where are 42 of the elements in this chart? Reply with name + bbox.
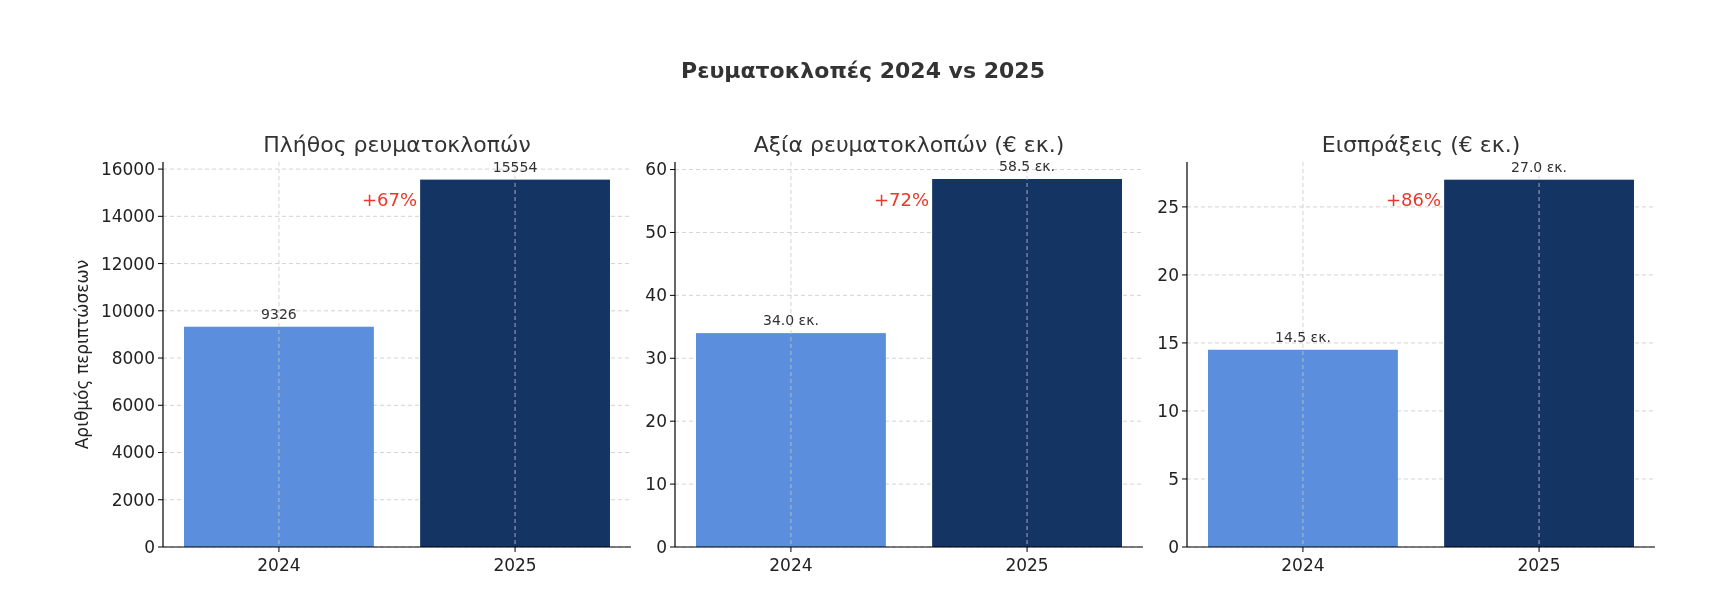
chart-title: Πλήθος ρευματοκλοπών xyxy=(263,132,531,157)
y-tick-label: 50 xyxy=(645,222,667,243)
data-label: 58.5 εκ. xyxy=(999,157,1056,174)
x-tick-label: 2025 xyxy=(1517,555,1561,575)
y-tick-label: 15 xyxy=(1157,332,1179,353)
y-tick-label: 0 xyxy=(1168,536,1179,557)
x-tick-label: 2025 xyxy=(493,555,537,575)
annotation: +86% xyxy=(1386,189,1442,211)
y-tick-label: 10 xyxy=(1157,400,1179,421)
data-label: 9326 xyxy=(261,305,297,322)
y-tick-label: 20 xyxy=(645,411,667,432)
x-tick-label: 2025 xyxy=(1005,555,1049,575)
y-tick-label: 0 xyxy=(656,536,667,557)
y-tick-label: 5 xyxy=(1168,468,1179,489)
y-tick-label: 60 xyxy=(645,159,667,180)
y-tick-label: 4000 xyxy=(111,442,155,463)
chart-title: Εισπράξεις (€ εκ.) xyxy=(1321,132,1521,157)
text: Ρευματοκλοπές 2024 vs 2025 xyxy=(681,58,1045,83)
annotation: +72% xyxy=(874,189,930,211)
y-tick-label: 30 xyxy=(645,348,667,369)
y-tick-label: 6000 xyxy=(111,395,155,416)
x-tick-label: 2024 xyxy=(257,555,301,575)
y-tick-label: 12000 xyxy=(100,253,155,274)
data-label: 15554 xyxy=(492,158,538,175)
y-tick-label: 0 xyxy=(144,536,155,557)
data-label: 14.5 εκ. xyxy=(1274,328,1331,345)
x-tick-label: 2024 xyxy=(1281,555,1325,575)
data-label: 27.0 εκ. xyxy=(1511,158,1568,175)
y-tick-label: 14000 xyxy=(100,206,155,227)
y-tick-label: 8000 xyxy=(111,347,155,368)
chart-title: Αξία ρευματοκλοπών (€ εκ.) xyxy=(753,132,1065,157)
data-label: 34.0 εκ. xyxy=(762,312,819,329)
y-axis-title: Αριθμός περιπτώσεων xyxy=(72,259,92,450)
y-tick-label: 40 xyxy=(645,285,667,306)
y-tick-label: 16000 xyxy=(100,159,155,180)
y-tick-label: 25 xyxy=(1157,196,1179,217)
y-tick-label: 10000 xyxy=(100,300,155,321)
y-tick-label: 20 xyxy=(1157,264,1179,285)
y-tick-label: 2000 xyxy=(111,489,155,510)
x-tick-label: 2024 xyxy=(769,555,813,575)
annotation: +67% xyxy=(362,189,418,211)
y-tick-label: 10 xyxy=(645,474,667,495)
